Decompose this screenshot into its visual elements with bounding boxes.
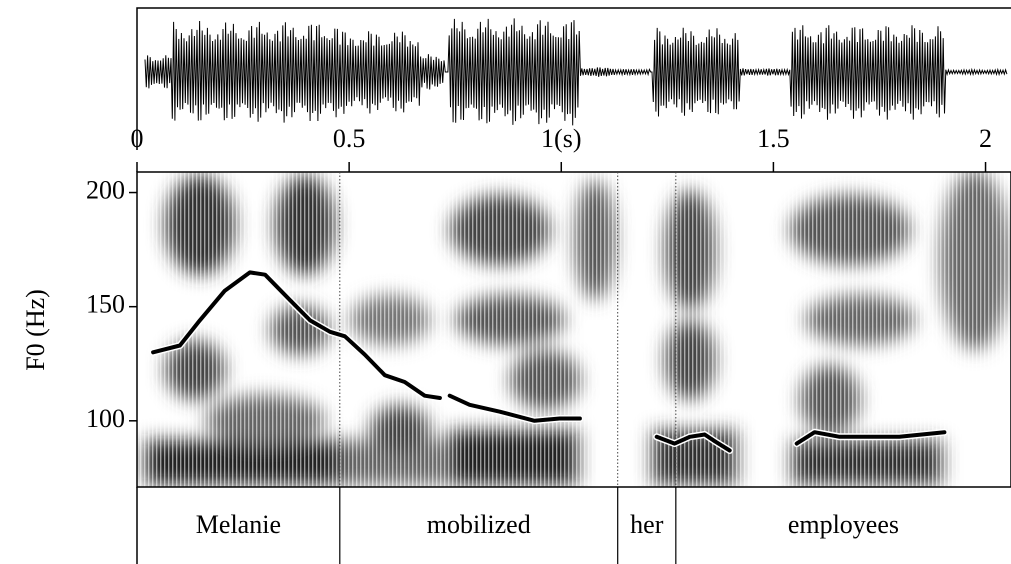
x-tick-label: 1(s): [541, 124, 581, 153]
x-tick-label: 0: [131, 124, 144, 153]
word-label: Melanie: [196, 510, 281, 539]
x-tick-label: 1.5: [757, 124, 790, 153]
waveform: [144, 18, 1008, 126]
y-tick-label: 200: [86, 176, 125, 205]
word-label: her: [630, 510, 664, 539]
y-axis-label: F0 (Hz): [21, 289, 50, 371]
x-tick-label: 0.5: [333, 124, 366, 153]
y-tick-label: 150: [86, 290, 125, 319]
x-tick-label: 2: [979, 124, 992, 153]
waveform-panel: [136, 7, 1011, 150]
word-label: employees: [788, 510, 899, 539]
spectrogram: [137, 172, 1011, 487]
word-label: mobilized: [427, 510, 531, 539]
spectrogram-frame: [136, 171, 1011, 488]
waveform-frame: [136, 7, 1011, 150]
f0-contour: [151, 270, 947, 453]
y-tick-label: 100: [86, 404, 125, 433]
